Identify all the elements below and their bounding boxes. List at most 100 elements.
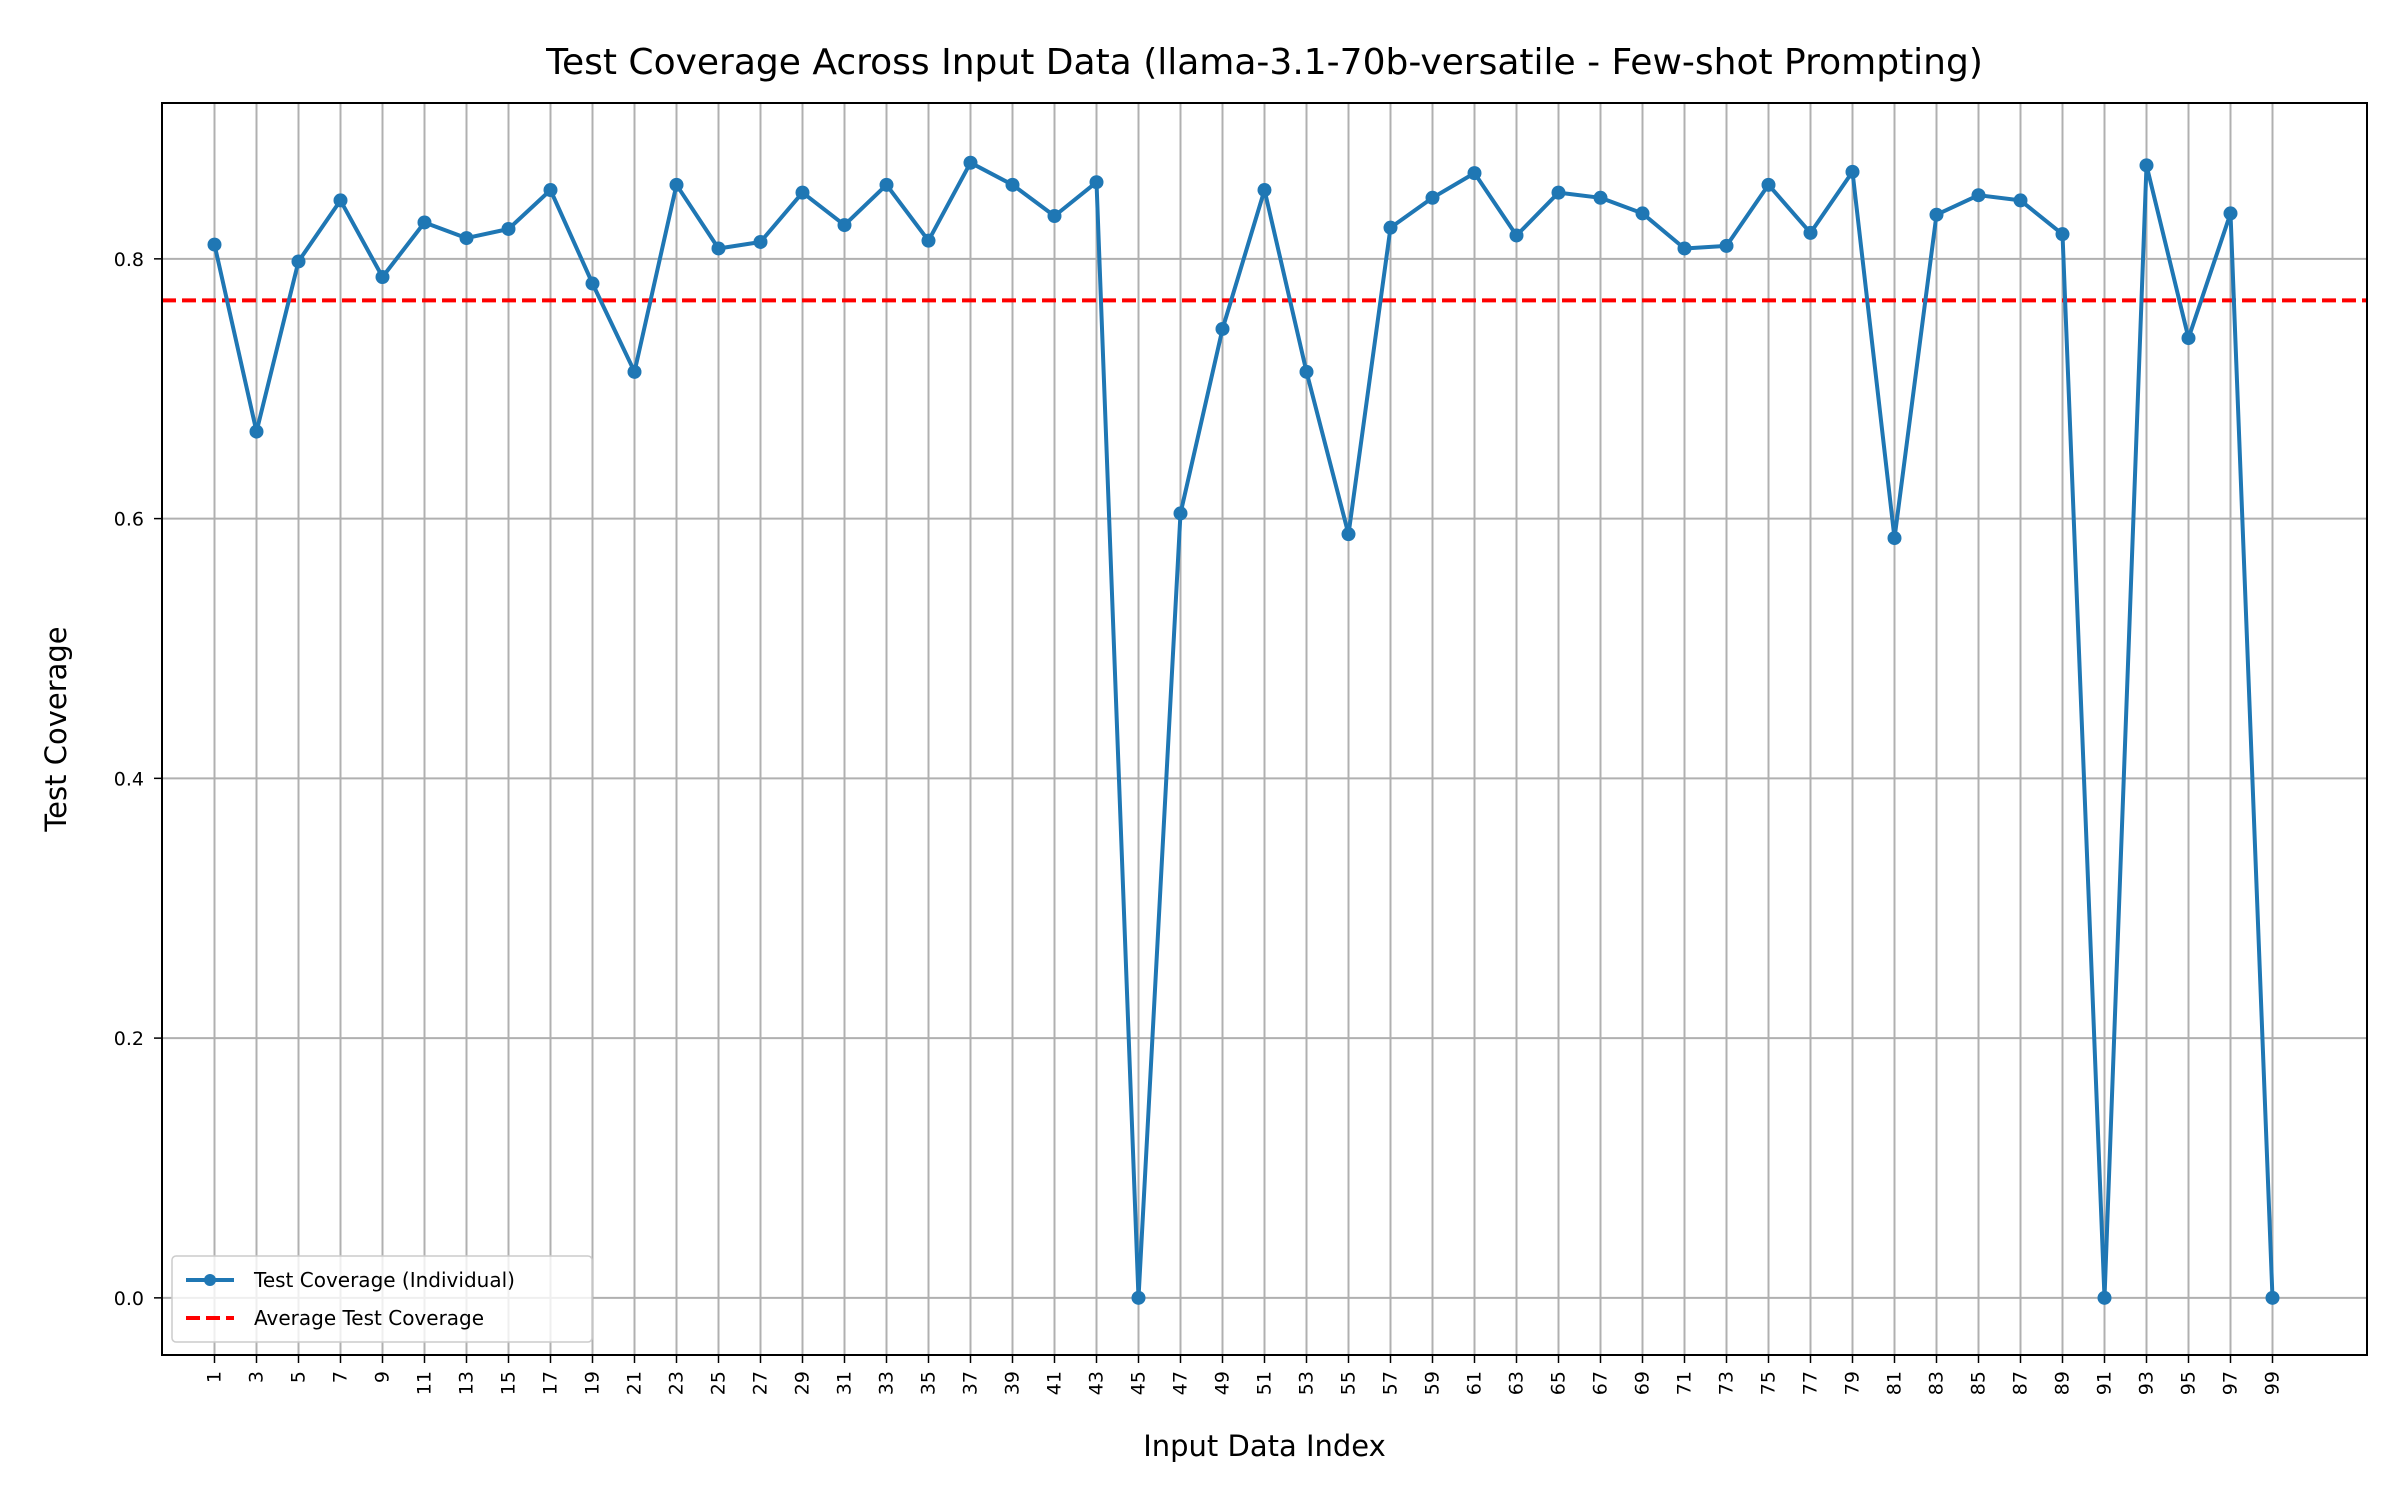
data-point — [1971, 188, 1986, 203]
x-tick-label: 67 — [1590, 1371, 1612, 1395]
x-tick-label: 97 — [2220, 1371, 2242, 1395]
data-point — [501, 221, 516, 236]
x-tick-label: 71 — [1674, 1371, 1696, 1395]
grid-layer — [162, 103, 2367, 1355]
x-tick-label: 95 — [2178, 1371, 2200, 1395]
y-axis-label: Test Coverage — [39, 626, 73, 832]
y-tick-label: 0.2 — [114, 1028, 144, 1050]
data-point — [2265, 1290, 2280, 1305]
data-point — [585, 276, 600, 291]
x-tick-label: 65 — [1548, 1371, 1570, 1395]
data-point — [459, 231, 474, 246]
x-tick-label: 75 — [1758, 1371, 1780, 1395]
x-tick-label: 33 — [876, 1371, 898, 1395]
x-tick-label: 17 — [540, 1371, 562, 1395]
data-point — [879, 177, 894, 192]
data-point — [1467, 166, 1482, 181]
x-tick-label: 43 — [1086, 1371, 1108, 1395]
y-tick-label: 0.0 — [114, 1288, 144, 1310]
data-point — [627, 364, 642, 379]
data-point — [1257, 183, 1272, 198]
x-tick-label: 31 — [834, 1371, 856, 1395]
data-point — [921, 233, 936, 248]
data-point — [291, 254, 306, 269]
data-point — [963, 155, 978, 170]
legend-label-average: Average Test Coverage — [254, 1306, 484, 1330]
data-point — [1509, 228, 1524, 243]
legend-marker-individual — [204, 1274, 216, 1286]
series-line-individual — [212, 160, 2275, 1300]
x-tick-label: 55 — [1338, 1371, 1360, 1395]
legend: Test Coverage (Individual) Average Test … — [171, 1255, 593, 1343]
data-point — [249, 424, 264, 439]
series-layer — [207, 155, 2280, 1305]
x-tick-label: 21 — [624, 1371, 646, 1395]
ticks-layer: 1 3 5 7 9 11 13 15 17 19 21 23 25 27 29 31 33 35 37 39 41 43 4… — [114, 249, 2284, 1395]
data-point — [1719, 238, 1734, 253]
data-point — [669, 177, 684, 192]
x-tick-label: 7 — [330, 1371, 352, 1383]
x-tick-label: 45 — [1128, 1371, 1150, 1395]
data-point — [753, 234, 768, 249]
x-axis-label: Input Data Index — [1143, 1429, 1386, 1463]
x-tick-label: 77 — [1800, 1371, 1822, 1395]
x-tick-label: 99 — [2262, 1371, 2284, 1395]
chart-title: Test Coverage Across Input Data (llama-3… — [545, 42, 1983, 83]
x-tick-label: 5 — [288, 1371, 310, 1383]
data-point — [1635, 206, 1650, 221]
x-tick-label: 53 — [1296, 1371, 1318, 1395]
y-tick-label: 0.8 — [114, 249, 144, 271]
data-point — [2223, 206, 2238, 221]
x-tick-label: 59 — [1422, 1371, 1444, 1395]
x-tick-label: 93 — [2136, 1371, 2158, 1395]
legend-label-individual: Test Coverage (Individual) — [253, 1268, 515, 1292]
x-tick-label: 19 — [582, 1371, 604, 1395]
data-point — [2013, 193, 2028, 208]
x-tick-label: 35 — [918, 1371, 940, 1395]
data-point — [837, 218, 852, 233]
x-tick-label: 41 — [1044, 1371, 1066, 1395]
data-point — [2055, 227, 2070, 242]
legend-box — [171, 1255, 593, 1343]
data-point — [795, 185, 810, 200]
x-tick-label: 87 — [2010, 1371, 2032, 1395]
data-point — [1047, 208, 1062, 223]
x-tick-label: 47 — [1170, 1371, 1192, 1395]
data-point — [1173, 506, 1188, 521]
x-tick-label: 81 — [1884, 1371, 1906, 1395]
data-point — [2181, 331, 2196, 346]
y-tick-label: 0.6 — [114, 509, 144, 531]
x-tick-label: 9 — [372, 1371, 394, 1383]
data-point — [1929, 207, 1944, 222]
data-point — [1593, 190, 1608, 205]
data-point — [1215, 321, 1230, 336]
x-tick-label: 73 — [1716, 1371, 1738, 1395]
x-tick-label: 37 — [960, 1371, 982, 1395]
x-tick-label: 79 — [1842, 1371, 1864, 1395]
data-point — [375, 270, 390, 285]
x-tick-label: 61 — [1464, 1371, 1486, 1395]
data-point — [333, 193, 348, 208]
data-point — [1383, 220, 1398, 235]
data-point — [1845, 164, 1860, 179]
data-point — [1425, 190, 1440, 205]
x-tick-label: 49 — [1212, 1371, 1234, 1395]
data-point — [1551, 185, 1566, 200]
x-tick-label: 29 — [792, 1371, 814, 1395]
data-point — [1299, 364, 1314, 379]
data-point — [417, 215, 432, 230]
x-tick-label: 69 — [1632, 1371, 1654, 1395]
data-point — [1887, 531, 1902, 546]
data-point — [207, 237, 222, 252]
data-point — [2139, 158, 2154, 173]
x-tick-label: 3 — [246, 1371, 268, 1383]
x-tick-label: 1 — [204, 1371, 226, 1383]
data-point — [711, 241, 726, 256]
x-tick-label: 63 — [1506, 1371, 1528, 1395]
x-tick-label: 57 — [1380, 1371, 1402, 1395]
data-point — [1131, 1290, 1146, 1305]
data-point — [1089, 175, 1104, 190]
data-point — [1005, 177, 1020, 192]
x-tick-label: 13 — [456, 1371, 478, 1395]
